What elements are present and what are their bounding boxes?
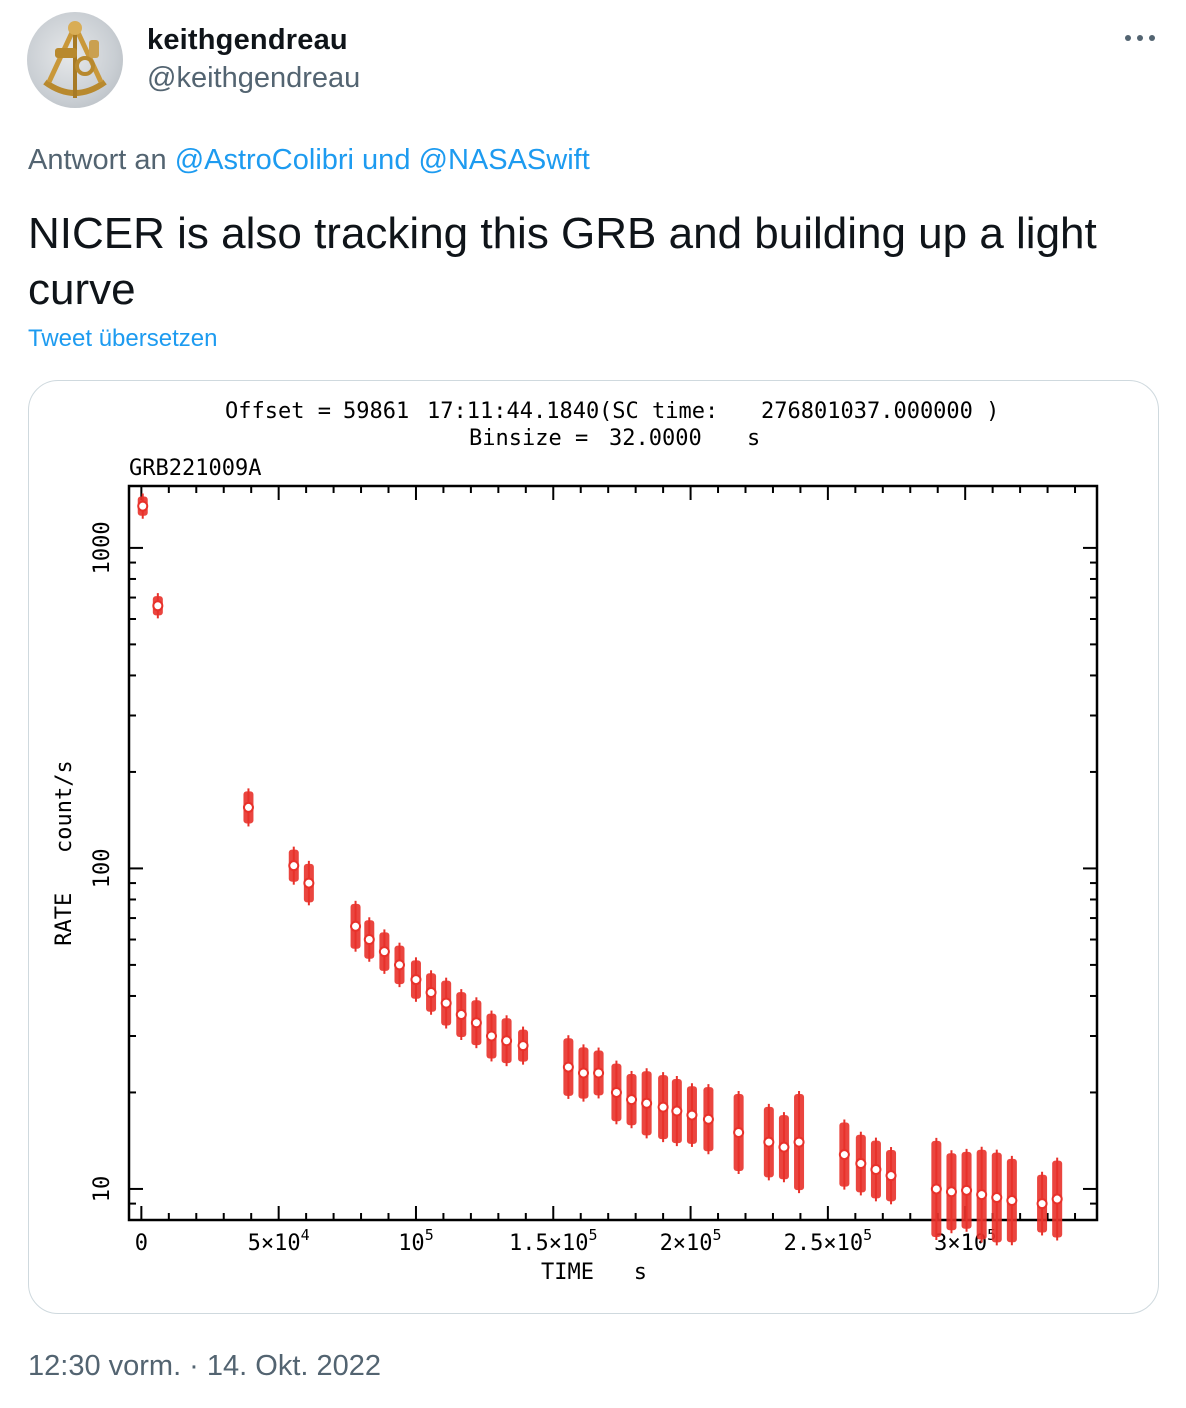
tweet-timestamp[interactable]: 12:30 vorm. · 14. Okt. 2022: [28, 1350, 382, 1382]
more-options-button[interactable]: [1122, 24, 1158, 52]
translate-tweet-link[interactable]: Tweet übersetzen: [28, 325, 218, 352]
data-point: [350, 900, 362, 952]
data-point: [657, 1072, 669, 1143]
axis-ticks: [129, 486, 1097, 1221]
light-curve-chart: Offset = 59861 17:11:44.1840 (SC time: 2…: [52, 399, 1099, 1285]
tweet-image[interactable]: Offset = 59861 17:11:44.1840 (SC time: 2…: [28, 380, 1159, 1314]
data-point: [455, 989, 467, 1040]
data-point: [137, 493, 149, 519]
chart-sc-label: (SC time:: [599, 399, 718, 424]
data-point: [485, 1010, 497, 1062]
data-point: [945, 1150, 957, 1234]
data-point: [242, 788, 254, 827]
sextant-avatar-icon: [43, 21, 107, 98]
data-point: [425, 970, 437, 1015]
data-point: [1051, 1157, 1063, 1241]
data-point: [1036, 1171, 1048, 1236]
x-tick-label: 2.5×105: [784, 1226, 873, 1256]
data-point: [686, 1083, 698, 1147]
chart-offset-day: 59861: [343, 399, 409, 424]
data-point: [593, 1047, 605, 1099]
data-point: [363, 917, 375, 962]
data-point: [991, 1149, 1003, 1246]
data-point: [501, 1015, 513, 1067]
plot-frame: [127, 484, 1099, 1222]
chart-binsize-label: Binsize =: [469, 426, 588, 451]
data-points: [137, 493, 1063, 1246]
data-point: [378, 929, 390, 974]
data-point: [440, 977, 452, 1029]
y-tick-label: 100: [90, 849, 115, 889]
more-horizontal-icon: [1125, 35, 1155, 41]
reply-user-link[interactable]: @NASASwift: [418, 144, 590, 176]
avatar[interactable]: [27, 12, 123, 108]
x-tick-label: 0: [135, 1231, 148, 1256]
data-point: [733, 1091, 745, 1174]
data-point: [838, 1119, 850, 1190]
chart-binsize-unit: s: [747, 426, 760, 451]
chart-offset-label: Offset =: [225, 399, 331, 424]
author-handle[interactable]: @keithgendreau: [147, 62, 361, 94]
x-tick-label: 5×104: [248, 1226, 310, 1256]
y-tick-label: 10: [90, 1176, 115, 1203]
author-name[interactable]: keithgendreau: [147, 24, 348, 56]
data-point: [855, 1131, 867, 1196]
data-point: [288, 846, 300, 885]
data-point: [1006, 1155, 1018, 1246]
chart-binsize-value: 32.0000: [609, 426, 702, 451]
data-point: [961, 1148, 973, 1232]
data-point: [610, 1060, 622, 1125]
data-point: [885, 1147, 897, 1205]
x-tick-label: 2×105: [660, 1226, 722, 1256]
y-tick-label: 1000: [90, 521, 115, 574]
tweet-text: NICER is also tracking this GRB and buil…: [28, 209, 1097, 314]
data-point: [671, 1075, 683, 1147]
data-point: [763, 1103, 775, 1181]
data-point: [410, 957, 422, 1002]
chart-sc-value: 276801037.000000 ): [761, 399, 999, 424]
data-point: [702, 1084, 714, 1155]
x-axis-label: TIME s: [541, 1260, 647, 1285]
x-tick-label: 3×105: [934, 1226, 996, 1256]
reply-context: Antwort an @AstroColibri und @NASASwift: [28, 144, 590, 177]
x-tick-label: 105: [398, 1226, 434, 1256]
data-point: [470, 997, 482, 1049]
y-axis-label: RATE count/s: [52, 760, 77, 945]
data-point: [976, 1146, 988, 1243]
data-point: [626, 1070, 638, 1129]
data-point: [641, 1068, 653, 1139]
data-point: [577, 1044, 589, 1102]
reply-user-link[interactable]: @AstroColibri: [174, 144, 354, 176]
data-point: [793, 1091, 805, 1194]
data-point: [393, 942, 405, 988]
data-point: [152, 593, 164, 619]
reply-joiner: und: [354, 144, 419, 176]
data-point: [562, 1035, 574, 1099]
data-point: [303, 860, 315, 906]
reply-prefix: Antwort an: [28, 144, 175, 176]
data-point: [930, 1137, 942, 1241]
data-point: [517, 1026, 529, 1065]
chart-offset-time: 17:11:44.1840: [427, 399, 599, 424]
data-point: [870, 1137, 882, 1202]
x-tick-label: 1.5×105: [509, 1226, 598, 1256]
chart-source-label: GRB221009A: [129, 456, 261, 481]
data-point: [778, 1112, 790, 1183]
